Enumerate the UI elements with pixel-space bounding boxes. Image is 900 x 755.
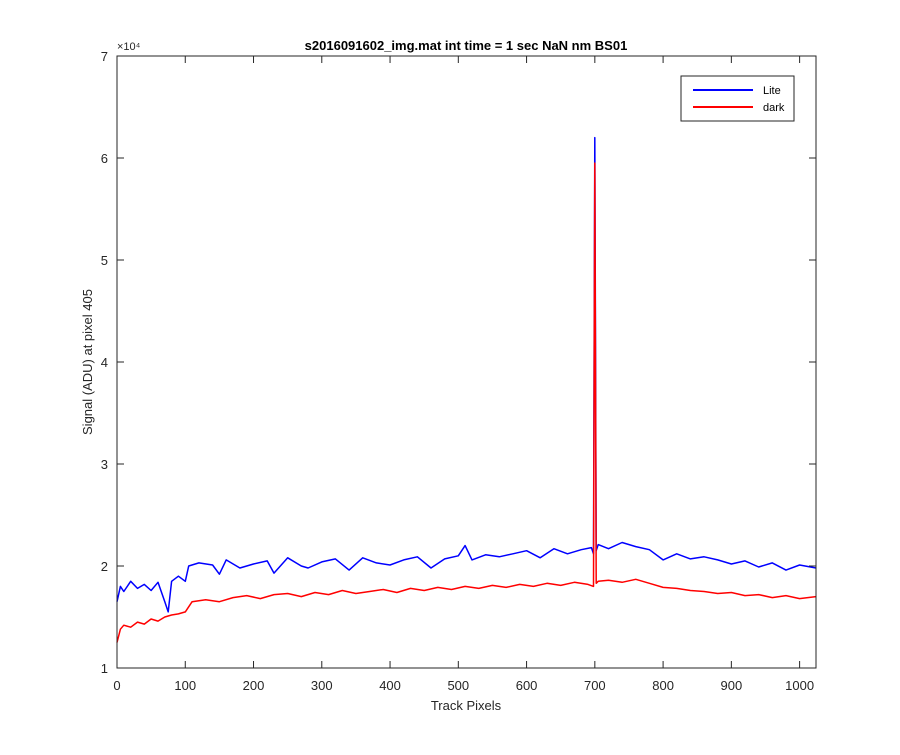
x-tick-label: 0 [113, 678, 120, 693]
plot-area [117, 56, 816, 668]
legend-label-lite: Lite [763, 85, 781, 97]
x-tick-label: 800 [652, 678, 674, 693]
series-layer [116, 136, 817, 643]
y-exponent-label: ×10⁴ [117, 41, 141, 53]
x-tick-label: 300 [311, 678, 333, 693]
y-tick-label: 3 [101, 457, 108, 472]
x-tick-label: 100 [174, 678, 196, 693]
x-tick-label: 700 [584, 678, 606, 693]
x-tick-label: 1000 [785, 678, 814, 693]
legend-label-dark: dark [763, 102, 785, 114]
x-tick-label: 400 [379, 678, 401, 693]
legend: Lite dark [680, 75, 795, 122]
x-tick-label: 900 [721, 678, 743, 693]
y-tick-label: 6 [101, 151, 108, 166]
x-axis-label: Track Pixels [431, 698, 502, 713]
series-line-dark [116, 162, 817, 643]
x-axis-ticks: 0 100 200 300 400 500 600 700 800 900 1000 [113, 56, 814, 693]
y-axis-label: Signal (ADU) at pixel 405 [80, 289, 95, 435]
x-tick-label: 500 [447, 678, 469, 693]
y-tick-label: 1 [101, 661, 108, 676]
y-tick-label: 7 [101, 49, 108, 64]
y-axis-ticks: 1 2 3 4 5 6 7 [101, 49, 816, 676]
series-line-lite [116, 136, 817, 613]
x-tick-label: 600 [516, 678, 538, 693]
y-tick-label: 5 [101, 253, 108, 268]
legend-box [680, 75, 795, 122]
x-tick-label: 200 [243, 678, 265, 693]
y-tick-label: 4 [101, 355, 108, 370]
y-tick-label: 2 [101, 559, 108, 574]
chart-title: s2016091602_img.mat int time = 1 sec NaN… [305, 38, 628, 53]
